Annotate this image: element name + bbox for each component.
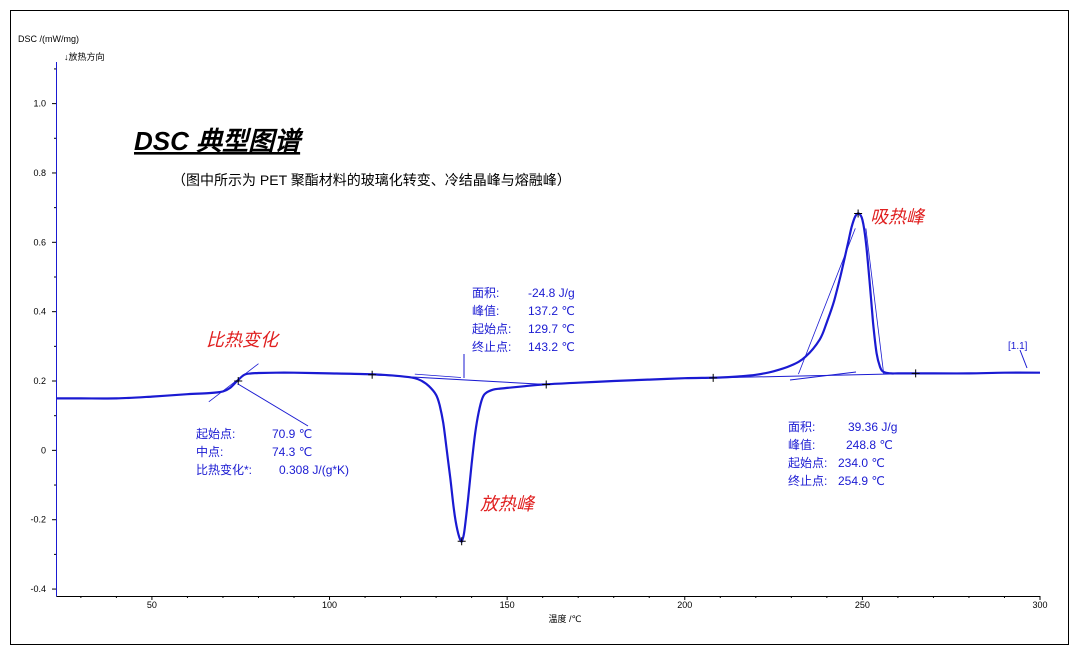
annotation-value: 137.2 ℃ bbox=[528, 304, 575, 318]
annotation-label: 峰值: bbox=[788, 437, 815, 452]
point-marker bbox=[457, 537, 466, 546]
annotation-label: 终止点: bbox=[472, 339, 511, 354]
annotation-value: 248.8 ℃ bbox=[846, 438, 893, 452]
tangent-line bbox=[414, 373, 462, 378]
y-ticks: -0.4 -0.2 0 0.2 0.4 0.6 0.8 1.0 bbox=[30, 68, 56, 594]
dsc-curve bbox=[55, 212, 1041, 543]
point-marker bbox=[709, 373, 718, 382]
glass-connector bbox=[237, 383, 309, 427]
tangent-line bbox=[208, 363, 259, 403]
y-axis-title: DSC /(mW/mg) bbox=[18, 34, 79, 44]
annotation-value: 143.2 ℃ bbox=[528, 340, 575, 354]
chart-subtitle: （图中所示为 PET 聚酯材料的玻璃化转变、冷结晶峰与熔融峰） bbox=[172, 172, 571, 188]
annotation-label: 面积: bbox=[788, 420, 815, 434]
annotation-value: -24.8 J/g bbox=[528, 286, 575, 300]
y-tick-label: 0.2 bbox=[33, 376, 46, 386]
annotation-label: 起始点: bbox=[196, 427, 235, 441]
series-layer bbox=[55, 212, 1041, 543]
callout-exothermic-peak: 放热峰 bbox=[480, 494, 536, 514]
annotation-value: 254.9 ℃ bbox=[838, 474, 885, 488]
point-marker bbox=[911, 369, 920, 378]
point-marker bbox=[542, 380, 551, 389]
axes bbox=[56, 62, 1040, 597]
x-tick-label: 100 bbox=[322, 600, 337, 610]
peak-baseline bbox=[713, 372, 916, 379]
annotation-label: 中点: bbox=[196, 444, 223, 459]
endo-connector bbox=[789, 371, 857, 381]
y-tick-label: 0.4 bbox=[33, 307, 46, 317]
annotation-label: 面积: bbox=[472, 286, 499, 300]
y-tick-label: 1.0 bbox=[33, 99, 46, 109]
x-tick-label: 50 bbox=[147, 600, 157, 610]
annotation-label: 终止点: bbox=[788, 473, 827, 488]
x-axis-title: 温度 /℃ bbox=[548, 613, 581, 624]
series-label-connector bbox=[1019, 349, 1028, 369]
y-tick-label: 0.6 bbox=[33, 237, 46, 247]
x-tick-label: 300 bbox=[1032, 600, 1047, 610]
x-tick-label: 150 bbox=[500, 600, 515, 610]
annotation-label: 起始点: bbox=[788, 456, 827, 470]
annotation-glass: 起始点: 70.9 ℃ 中点: 74.3 ℃ 比热变化*: 0.308 J/(g… bbox=[196, 427, 349, 477]
callout-endothermic-peak: 吸热峰 bbox=[870, 207, 926, 227]
annotation-endo: 面积: 39.36 J/g 峰值: 248.8 ℃ 起始点: 234.0 ℃ 终… bbox=[788, 420, 897, 488]
annotation-value: 74.3 ℃ bbox=[272, 445, 312, 459]
y-tick-label: -0.2 bbox=[30, 515, 46, 525]
tangent-line bbox=[865, 228, 885, 375]
y-axis-direction-note: ↓放热方向 bbox=[64, 51, 105, 62]
y-tick-label: 0.8 bbox=[33, 168, 46, 178]
annotation-label: 比热变化*: bbox=[196, 462, 252, 477]
x-tick-label: 250 bbox=[855, 600, 870, 610]
annotation-value: 70.9 ℃ bbox=[272, 427, 312, 441]
annotation-value: 0.308 J/(g*K) bbox=[279, 463, 349, 477]
y-tick-label: 0 bbox=[41, 445, 46, 455]
x-tick-label: 200 bbox=[677, 600, 692, 610]
annotation-label: 峰值: bbox=[472, 303, 499, 318]
y-tick-label: -0.4 bbox=[30, 584, 46, 594]
annotation-label: 起始点: bbox=[472, 322, 511, 336]
annotation-value: 234.0 ℃ bbox=[838, 456, 885, 470]
annotation-exo: 面积: -24.8 J/g 峰值: 137.2 ℃ 起始点: 129.7 ℃ 终… bbox=[472, 286, 575, 354]
annotation-value: 129.7 ℃ bbox=[528, 322, 575, 336]
annotation-connectors bbox=[237, 349, 1028, 427]
callout-glass-transition: 比热变化 bbox=[206, 330, 280, 350]
x-ticks: 50 100 150 200 250 300 bbox=[80, 596, 1048, 610]
annotation-value: 39.36 J/g bbox=[848, 420, 897, 434]
chart-title: DSC 典型图谱 bbox=[134, 126, 304, 156]
series-label: [1.1] bbox=[1008, 341, 1028, 352]
markers bbox=[234, 209, 920, 546]
outer-border bbox=[10, 10, 1069, 645]
point-marker bbox=[368, 370, 377, 379]
point-marker bbox=[854, 209, 863, 218]
